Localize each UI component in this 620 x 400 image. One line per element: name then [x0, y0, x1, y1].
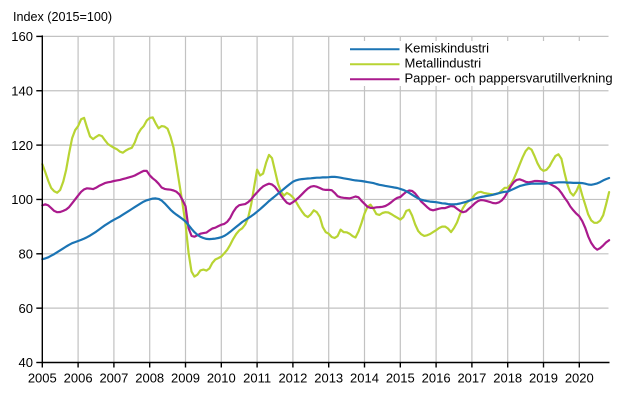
svg-text:2011: 2011 [243, 371, 271, 386]
svg-text:2015: 2015 [386, 371, 415, 386]
svg-text:60: 60 [19, 301, 33, 316]
svg-text:2007: 2007 [99, 371, 128, 386]
svg-text:2014: 2014 [350, 371, 379, 386]
svg-text:2019: 2019 [529, 371, 558, 386]
svg-text:2009: 2009 [171, 371, 200, 386]
svg-text:Metallindustri: Metallindustri [405, 56, 482, 71]
svg-text:2016: 2016 [422, 371, 451, 386]
svg-text:2012: 2012 [278, 371, 307, 386]
svg-text:Papper- och pappersvarutillver: Papper- och pappersvarutillverkning [405, 71, 613, 86]
svg-text:140: 140 [11, 84, 33, 99]
svg-text:2008: 2008 [135, 371, 164, 386]
svg-text:40: 40 [19, 355, 33, 370]
svg-text:2010: 2010 [207, 371, 236, 386]
svg-text:Kemiskindustri: Kemiskindustri [405, 41, 490, 56]
svg-text:100: 100 [11, 192, 33, 207]
svg-text:160: 160 [11, 29, 33, 44]
svg-text:80: 80 [19, 247, 33, 262]
svg-text:Index (2015=100): Index (2015=100) [13, 10, 112, 24]
svg-text:120: 120 [11, 138, 33, 153]
svg-text:2005: 2005 [28, 371, 57, 386]
svg-text:2020: 2020 [565, 371, 594, 386]
svg-text:2013: 2013 [314, 371, 343, 386]
svg-text:2017: 2017 [457, 371, 486, 386]
svg-text:2006: 2006 [64, 371, 93, 386]
svg-text:2018: 2018 [493, 371, 522, 386]
